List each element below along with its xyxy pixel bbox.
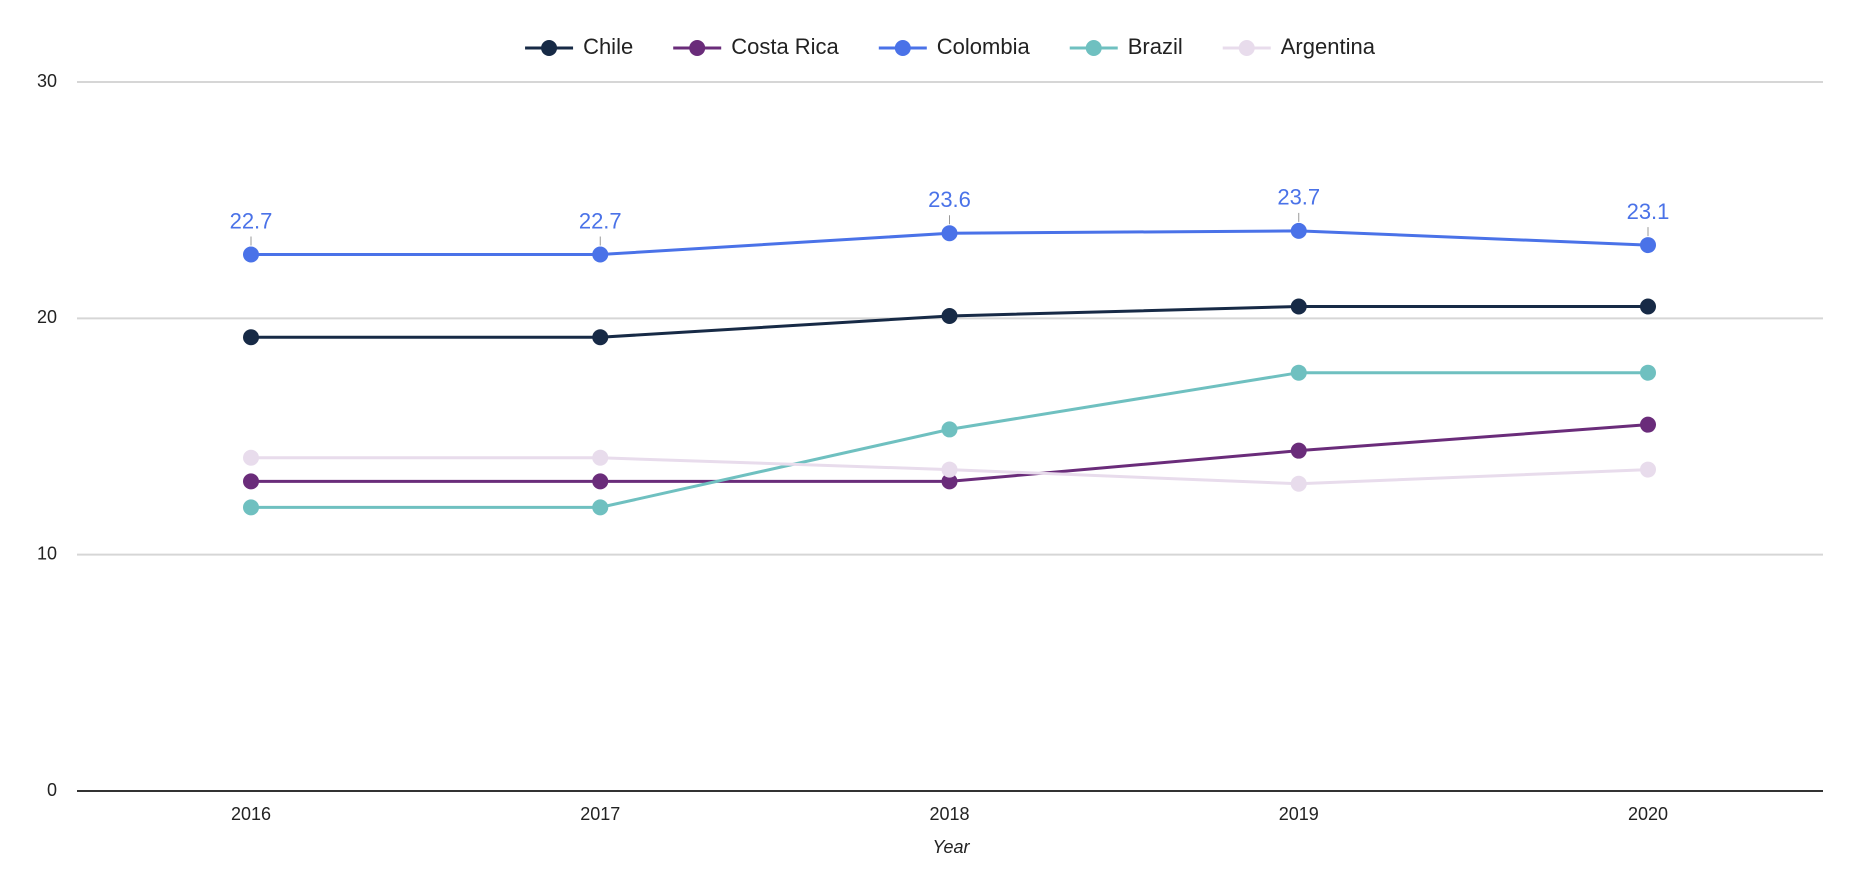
data-point [243,499,259,516]
data-point [1640,364,1656,381]
legend-marker [1085,40,1102,56]
y-tick-label: 30 [37,71,57,91]
data-point [941,421,958,438]
legend-label: Argentina [1281,34,1376,59]
data-point [941,225,958,242]
legend-label: Chile [583,34,633,59]
data-point [243,329,259,346]
data-label: 23.6 [928,187,971,212]
data-point [592,246,609,263]
data-point [1640,298,1656,315]
data-point [592,499,609,516]
legend-marker [894,40,911,56]
legend: Chile Costa Rica Colombia Brazil Argentina [525,34,1376,59]
x-tick-label: 2018 [929,804,969,824]
data-point [941,473,958,490]
data-point [243,449,259,466]
data-label: 22.7 [230,208,273,233]
x-tick-label: 2017 [580,804,620,824]
legend-label: Costa Rica [731,34,839,59]
y-tick-label: 20 [37,307,57,327]
legend-label: Brazil [1128,34,1183,59]
x-tick-label: 2020 [1628,804,1668,824]
y-tick-label: 10 [37,543,57,563]
data-point [1290,442,1307,459]
data-point [1640,237,1656,254]
legend-label: Colombia [937,34,1031,59]
data-point [243,246,259,263]
legend-item: Chile [525,34,633,59]
legend-item: Argentina [1222,34,1376,59]
data-label: 22.7 [579,208,622,233]
legend-item: Costa Rica [673,34,840,59]
data-point [243,473,259,490]
x-tick-label: 2016 [231,804,271,824]
x-axis-title: Year [932,837,970,857]
legend-item: Brazil [1069,34,1183,59]
data-label: 23.1 [1627,199,1670,224]
y-tick-label: 0 [47,780,57,800]
data-point [592,449,609,466]
legend-item: Colombia [878,34,1031,59]
data-point [1290,222,1307,239]
data-point [1290,298,1307,315]
x-tick-label: 2019 [1279,804,1319,824]
legend-marker [1238,40,1255,56]
data-point [1640,416,1656,433]
data-point [592,473,609,490]
data-point [1290,475,1307,492]
data-point [941,461,958,478]
data-point [592,329,609,346]
legend-marker [689,40,706,56]
data-label: 23.7 [1277,185,1320,210]
legend-marker [541,40,558,56]
data-point [1640,461,1656,478]
data-point [941,307,958,324]
data-point [1290,364,1307,381]
